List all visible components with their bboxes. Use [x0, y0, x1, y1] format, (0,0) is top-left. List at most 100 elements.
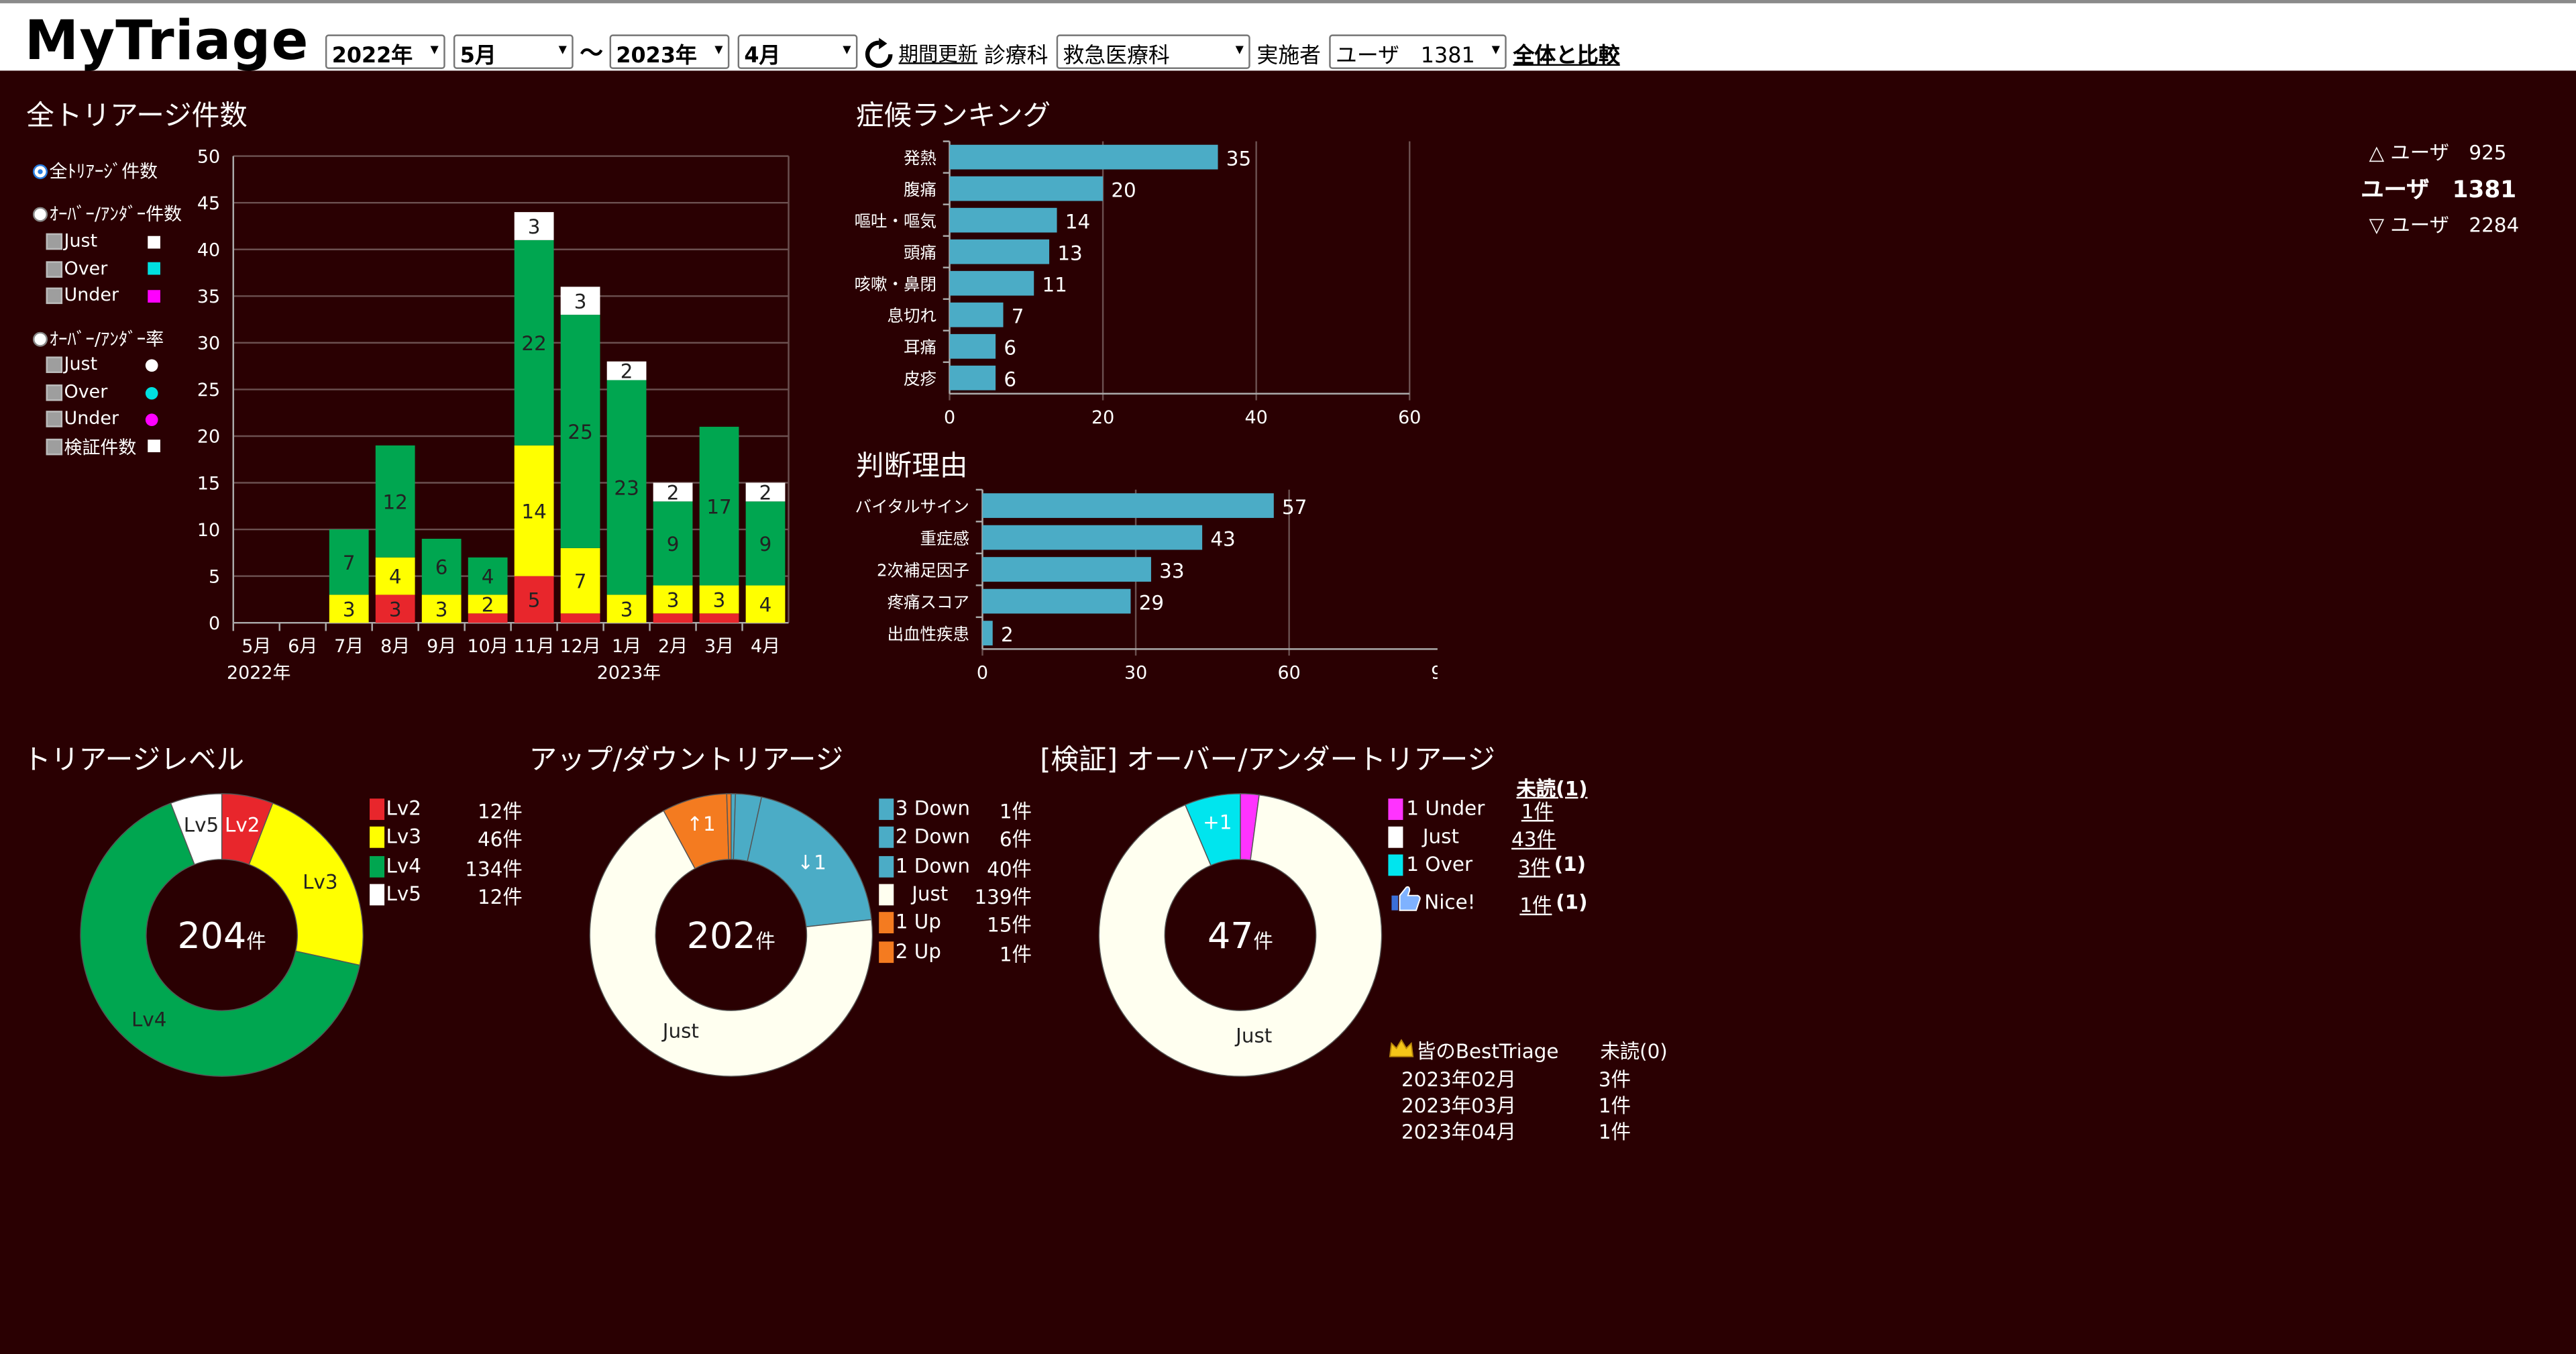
- legend-swatch: [1388, 826, 1403, 848]
- bar-value-label: 2: [482, 593, 494, 616]
- checkbox-count-just[interactable]: Just: [46, 229, 98, 252]
- bar-value-label: 11: [1042, 273, 1067, 296]
- bar-segment: [653, 501, 693, 586]
- dot-marker-icon: ●: [144, 356, 159, 375]
- donut-slice-label: ↑1: [686, 813, 715, 835]
- radio-icon: [32, 331, 48, 346]
- from-month-select[interactable]: 5月 ▾: [453, 34, 574, 69]
- donut-slice: [248, 802, 364, 966]
- nice-unread: (1): [1556, 890, 1588, 914]
- symptom-ranking-chart: 0 20 40 60 発熱 35 腹痛 20 嘔吐・嘔気 14 頭痛 13 咳嗽・鼻閉 11 息切れ 7 耳痛 6…: [855, 140, 1421, 428]
- judgement-reason-chart: 0 30 60 90 バイタルサイン 57 重症感 43 2次補足因子 33 疼痛スコア 29 出血性疾…: [855, 488, 1438, 683]
- legend-count: 6件: [999, 829, 1032, 852]
- donut-slice: [726, 793, 732, 860]
- user-down-link[interactable]: ▽ ユーザ 2284: [2369, 213, 2520, 237]
- user-up-link[interactable]: △ ユーザ 925: [2369, 141, 2507, 164]
- category-label: 出血性疾患: [888, 624, 969, 643]
- compare-all-link[interactable]: 全体と比較: [1513, 44, 1620, 69]
- bar-segment: [606, 594, 647, 623]
- verify-row-count[interactable]: 3件: [1517, 855, 1550, 880]
- chevron-down-icon: ▾: [1235, 41, 1244, 60]
- donut-slice-label: Just: [1234, 1025, 1272, 1047]
- x-tick-label: 20: [1091, 407, 1114, 428]
- legend-label: Lv2: [386, 796, 421, 821]
- bar-value-label: 4: [482, 566, 494, 588]
- bar: [949, 270, 1034, 296]
- category-label: 耳痛: [904, 337, 936, 357]
- nice-label: Nice!: [1424, 890, 1476, 914]
- checkbox-label: Just: [64, 229, 98, 252]
- bar-value-label: 3: [667, 588, 680, 611]
- bar-segment: [699, 585, 739, 614]
- y-tick-label: 5: [209, 566, 220, 587]
- to-year-select[interactable]: 2023年 ▾: [609, 34, 730, 69]
- bar: [949, 302, 1004, 327]
- legend-count: 1件: [999, 800, 1032, 823]
- bar-value-label: 2: [667, 481, 680, 504]
- radio-overunder-count-label: ｵｰﾊﾞｰ/ｱﾝﾀﾞｰ件数: [49, 203, 182, 225]
- donut-total-value: 47: [1208, 915, 1254, 957]
- best-triage-month[interactable]: 2023年04月: [1401, 1121, 1516, 1144]
- bar-segment: [560, 613, 600, 623]
- x-tick-label: 10月: [468, 636, 508, 657]
- y-tick-label: 15: [197, 473, 220, 494]
- performer-value: ユーザ 1381: [1336, 44, 1475, 69]
- donut-slice-label: Lv3: [303, 870, 337, 893]
- legend-swatch: [1388, 798, 1403, 821]
- nice-count[interactable]: 1件: [1519, 894, 1552, 917]
- checkbox-count-over[interactable]: Over: [46, 258, 107, 279]
- bar-value-label: 7: [574, 570, 587, 593]
- donut-total: 202件: [687, 915, 775, 957]
- refresh-icon[interactable]: [863, 38, 896, 70]
- checkbox-rate-under[interactable]: Under: [46, 407, 119, 429]
- from-year-select[interactable]: 2022年 ▾: [325, 34, 445, 69]
- bar-segment: [375, 445, 415, 558]
- donut-slice: [589, 810, 873, 1077]
- year-label: 2022年: [227, 662, 290, 683]
- period-update-link[interactable]: 期間更新: [898, 42, 978, 66]
- x-tick-label: 1月: [612, 636, 641, 657]
- best-triage-month[interactable]: 2023年03月: [1401, 1094, 1516, 1118]
- square-marker-icon: ■: [146, 437, 162, 456]
- square-marker-icon: ■: [146, 287, 162, 306]
- radio-overunder-rate[interactable]: ｵｰﾊﾞｰ/ｱﾝﾀﾞｰ率: [32, 325, 164, 352]
- checkbox-rate-verified[interactable]: 検証件数: [46, 434, 136, 460]
- year-label: 2023年: [597, 662, 661, 683]
- bar-value-label: 5: [528, 588, 541, 611]
- bar: [949, 239, 1050, 264]
- donut-slice: [1184, 793, 1241, 866]
- performer-select[interactable]: ユーザ 1381 ▾: [1329, 34, 1507, 69]
- category-label: 皮疹: [904, 369, 936, 388]
- bar-segment: [514, 212, 554, 240]
- dept-select[interactable]: 救急医療科 ▾: [1056, 34, 1250, 69]
- radio-total-count[interactable]: 全ﾄﾘｱｰｼﾞ件数: [32, 158, 158, 184]
- y-tick-label: 30: [197, 333, 220, 354]
- best-triage-month[interactable]: 2023年02月: [1401, 1067, 1516, 1092]
- verify-row-count[interactable]: 43件: [1511, 828, 1556, 851]
- total-triage-title: 全トリアージ件数: [26, 100, 248, 134]
- donut-total: 204件: [178, 915, 266, 957]
- legend-swatch: [879, 941, 894, 962]
- radio-overunder-count[interactable]: ｵｰﾊﾞｰ/ｱﾝﾀﾞｰ件数: [32, 201, 182, 227]
- legend-swatch: [879, 798, 894, 821]
- bar-value-label: 12: [382, 490, 407, 513]
- category-label: 腹痛: [904, 180, 936, 199]
- donut-total-unit: 件: [1254, 930, 1273, 953]
- x-tick-label: 6月: [288, 636, 317, 657]
- bar-segment: [421, 538, 462, 595]
- bar-value-label: 17: [706, 495, 731, 518]
- checkbox-icon: [46, 438, 63, 456]
- checkbox-icon: [46, 356, 63, 372]
- verify-row-count[interactable]: 1件: [1521, 800, 1554, 823]
- category-label: 疼痛スコア: [888, 592, 969, 612]
- donut-slice-label: ↓1: [797, 851, 826, 874]
- bar-value-label: 25: [568, 421, 592, 444]
- checkbox-count-under[interactable]: Under: [46, 284, 119, 306]
- bar: [982, 493, 1274, 518]
- checkbox-rate-just[interactable]: Just: [46, 354, 97, 374]
- unread-header[interactable]: 未読(1): [1516, 777, 1588, 800]
- checkbox-rate-over[interactable]: Over: [46, 381, 107, 403]
- to-month-select[interactable]: 4月 ▾: [737, 34, 858, 69]
- bar-value-label: 2: [621, 360, 633, 383]
- x-tick-label: 5月: [241, 636, 271, 657]
